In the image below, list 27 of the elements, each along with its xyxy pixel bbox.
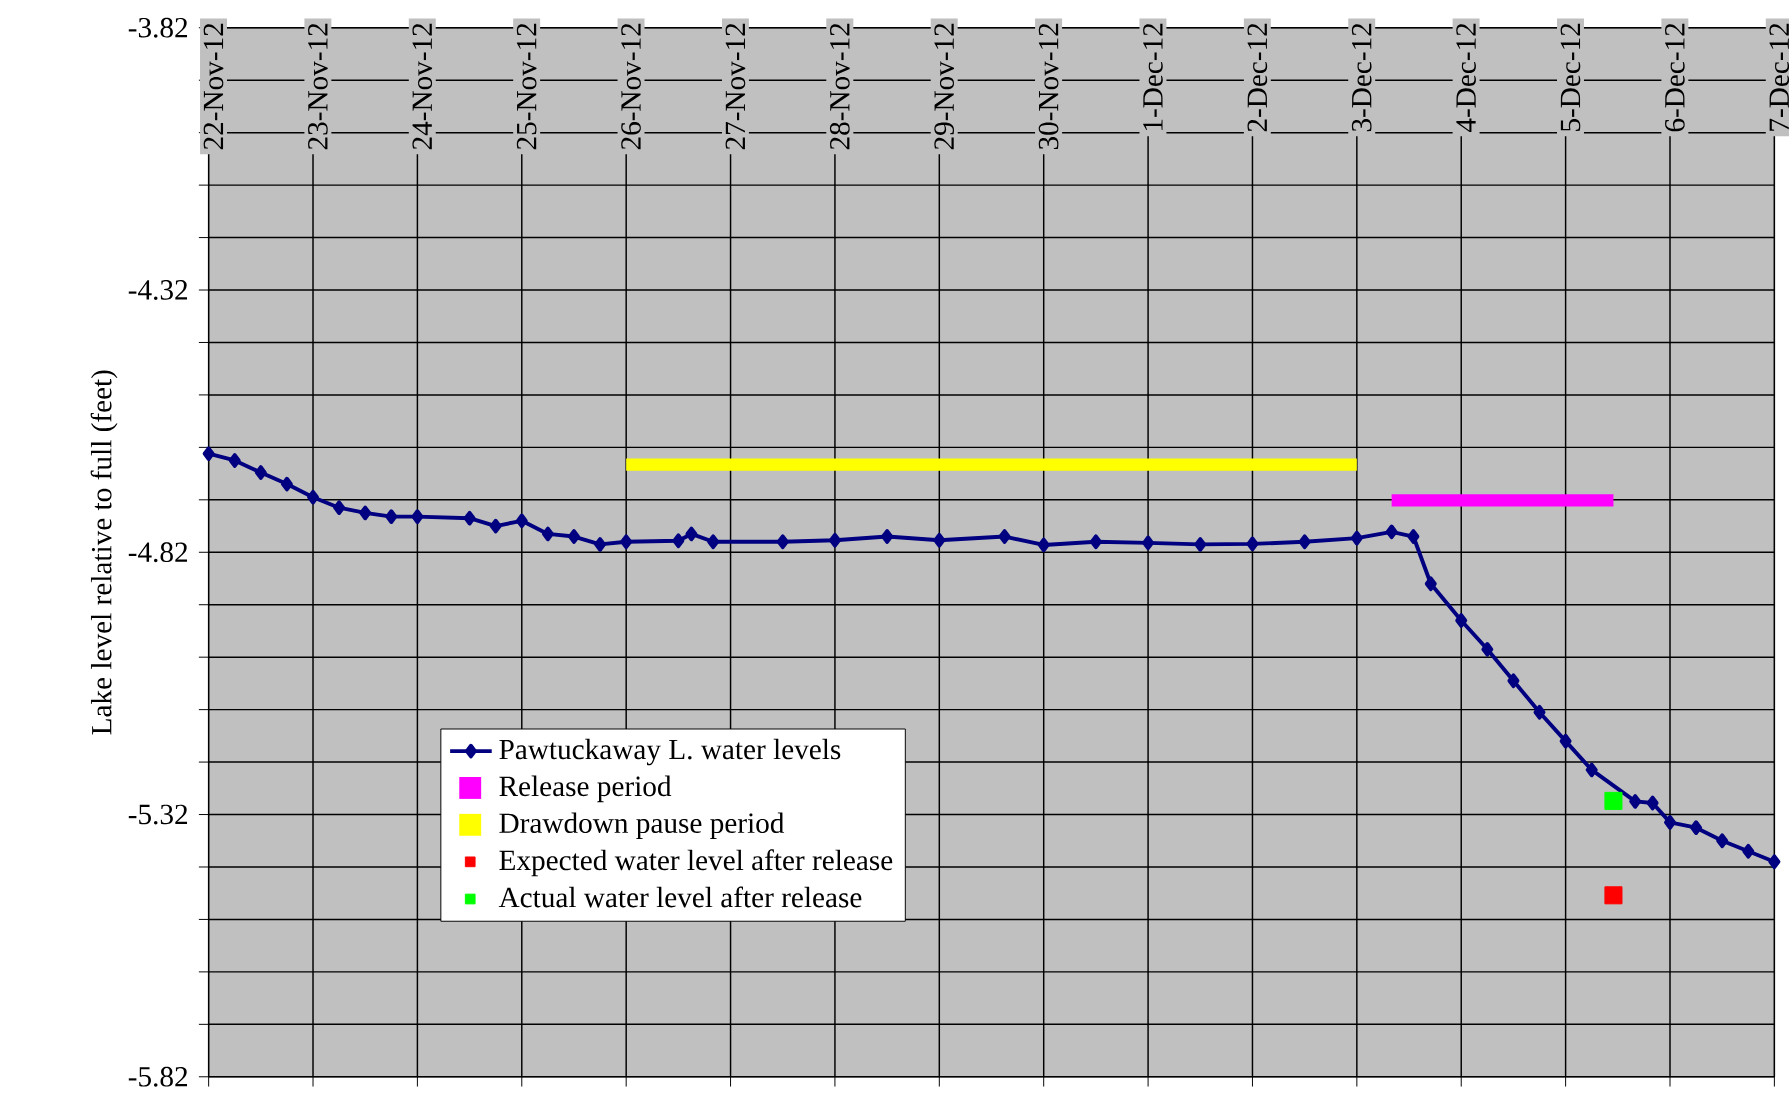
y-tick-label: -4.82 (128, 542, 188, 563)
x-tick-label: 3-Dec-12 (1351, 23, 1372, 132)
x-tick-label: 29-Nov-12 (934, 23, 954, 150)
legend-label: Pawtuckaway L. water levels (499, 738, 841, 766)
legend-label: Release period (499, 775, 672, 803)
x-tick-label: 25-Nov-12 (516, 23, 537, 150)
x-tick-label: 30-Nov-12 (1038, 23, 1059, 150)
x-tick-label: 24-Nov-12 (412, 23, 433, 150)
x-tick-label: 1-Dec-12 (1143, 23, 1163, 131)
y-tick-label: -5.32 (128, 804, 188, 825)
x-tick-label: 27-Nov-12 (725, 23, 746, 150)
x-tick-label: 23-Nov-12 (308, 23, 328, 150)
x-tick-label: 28-Nov-12 (829, 23, 850, 150)
y-tick-label: -5.82 (128, 1066, 188, 1087)
x-tick-label: 6-Dec-12 (1665, 23, 1685, 132)
y-tick-label: -3.82 (128, 17, 188, 38)
legend-label: Expected water level after release (499, 849, 893, 877)
x-tick-label: 4-Dec-12 (1456, 23, 1476, 133)
x-tick-label: 26-Nov-12 (621, 23, 641, 150)
x-tick-label: 22-Nov-12 (203, 23, 224, 150)
x-tick-label: 7-Dec-12 (1769, 23, 1789, 131)
legend-label: Drawdown pause period (499, 812, 785, 840)
x-tick-label: 2-Dec-12 (1247, 23, 1268, 132)
x-tick-label: 5-Dec-12 (1560, 23, 1581, 131)
y-tick-label: -4.32 (128, 280, 188, 300)
y-axis-title: Lake level relative to full (feet) (90, 370, 118, 735)
legend-label: Actual water level after release (498, 886, 862, 908)
